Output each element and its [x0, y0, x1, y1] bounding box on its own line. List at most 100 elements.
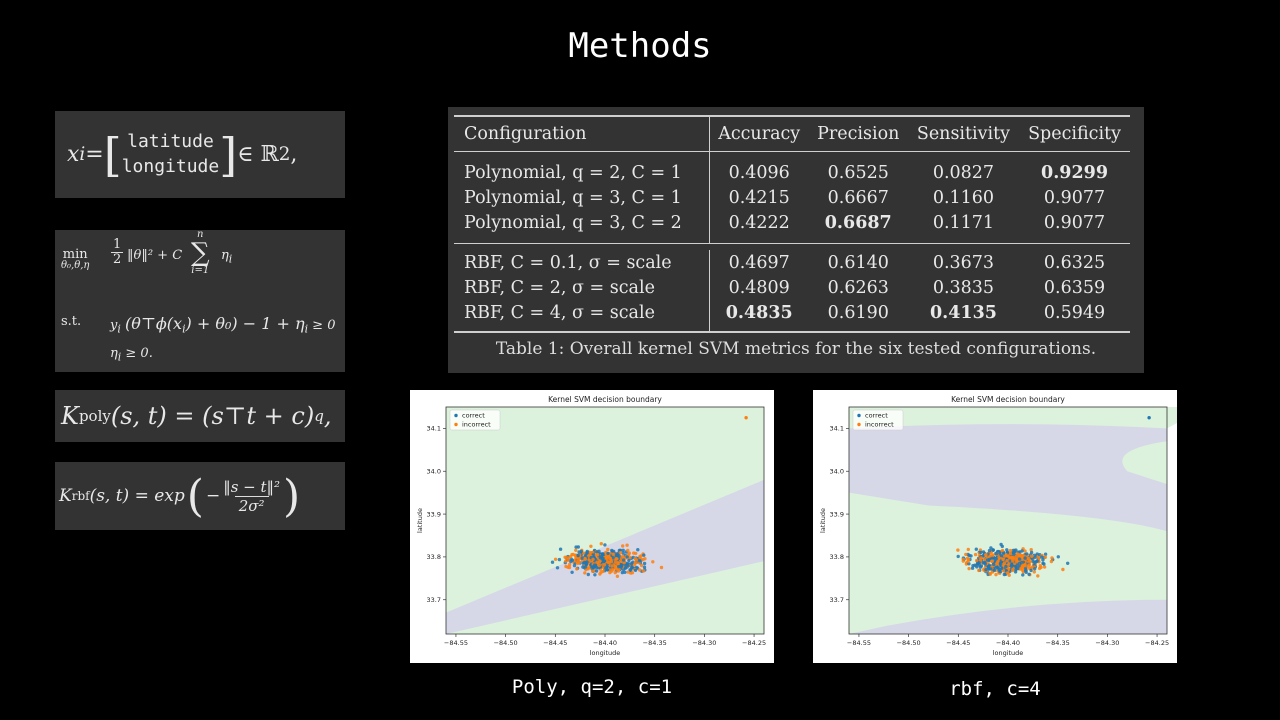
- left-bracket: [: [103, 127, 122, 182]
- correct-point: [1033, 567, 1037, 571]
- row-configuration: RBF, C = 0.1, σ = scale: [454, 250, 710, 275]
- incorrect-point: [616, 561, 620, 565]
- constraint2-tail: ≥ 0.: [121, 346, 153, 361]
- incorrect-point: [613, 570, 617, 575]
- row-metric-value: 0.4809: [728, 277, 790, 298]
- incorrect-point: [994, 572, 998, 577]
- correct-point: [997, 569, 1001, 573]
- legend-incorrect: incorrect: [462, 421, 491, 429]
- row-metric-value: 0.4697: [728, 252, 790, 273]
- correct-point: [1033, 555, 1037, 559]
- incorrect-point: [1043, 555, 1048, 559]
- row-metric-value: 0.4135: [908, 300, 1019, 325]
- incorrect-point: [964, 552, 968, 557]
- correct-point: [1025, 552, 1029, 556]
- correct-point: [620, 570, 625, 575]
- eq-dimension: 2: [278, 144, 291, 165]
- constraint-body: (θ⊤ϕ(x: [124, 314, 183, 333]
- metrics-table: Configuration Accuracy Precision Sensiti…: [454, 115, 1130, 333]
- row-metric-value: 0.6140: [827, 252, 889, 273]
- incorrect-point: [1001, 557, 1005, 562]
- correct-point: [1021, 573, 1025, 577]
- correct-point: [981, 550, 986, 554]
- constraint-body-3: ≥ 0: [308, 318, 336, 333]
- row-configuration: Polynomial, q = 2, C = 1: [454, 160, 710, 185]
- correct-point: [642, 553, 646, 557]
- correct-point: [1035, 559, 1039, 563]
- header-configuration: Configuration: [454, 115, 710, 152]
- row-metric-value: 0.4835: [709, 300, 808, 325]
- eq-subscript: i: [79, 144, 86, 165]
- best-value: 0.9299: [1041, 162, 1109, 183]
- correct-point: [572, 563, 577, 568]
- poly-body: (s, t) = (s⊤t + c): [110, 402, 315, 430]
- correct-point: [642, 561, 647, 566]
- correct-point: [576, 553, 580, 558]
- row-metric-value: 0.4222: [728, 212, 790, 233]
- min-operator: min: [62, 247, 88, 262]
- correct-point: [979, 564, 984, 568]
- incorrect-point: [597, 560, 602, 564]
- incorrect-point: [598, 572, 602, 576]
- correct-point: [998, 562, 1003, 566]
- correct-point: [619, 565, 623, 569]
- table-header-row: Configuration Accuracy Precision Sensiti…: [454, 115, 1130, 152]
- correct-point: [1014, 548, 1018, 552]
- left-paren: (: [186, 470, 204, 522]
- x-tick-label: −84.40: [593, 639, 617, 647]
- correct-point: [956, 554, 960, 559]
- incorrect-point: [608, 556, 612, 560]
- incorrect-point: [575, 560, 579, 564]
- legend-correct: correct: [462, 412, 485, 420]
- table-row: Polynomial, q = 2, C = 1 0.4096 0.6525 0.08…: [454, 160, 1130, 185]
- incorrect-point: [1006, 555, 1011, 559]
- correct-point: [581, 565, 585, 569]
- outlier-point: [1147, 416, 1151, 420]
- x-tick-label: −84.40: [996, 639, 1020, 647]
- correct-point: [558, 547, 563, 551]
- legend-marker-incorrect: [857, 422, 861, 427]
- incorrect-point: [626, 548, 630, 553]
- incorrect-point: [638, 568, 642, 572]
- correct-point: [621, 548, 625, 552]
- right-bracket: ]: [219, 127, 238, 182]
- table-caption: Table 1: Overall kernel SVM metrics for …: [495, 339, 1097, 359]
- feature-latitude: latitude: [127, 131, 214, 153]
- x-axis-label: longitude: [993, 649, 1024, 657]
- header-sensitivity: Sensitivity: [907, 115, 1020, 152]
- correct-point: [629, 562, 634, 566]
- incorrect-point: [995, 561, 999, 565]
- x-tick-label: −84.45: [543, 639, 567, 647]
- incorrect-point: [564, 564, 568, 569]
- rbf-fraction: ‖s − t‖² 2σ²: [223, 478, 280, 515]
- correct-point: [979, 550, 983, 555]
- decision-region-alt: [849, 407, 1177, 429]
- x-tick-label: −84.55: [444, 639, 468, 647]
- incorrect-point: [1014, 554, 1019, 559]
- incorrect-point: [583, 557, 587, 561]
- incorrect-point: [1000, 548, 1005, 553]
- svm-objective-equation: min θ₀,θ,η 1 2 ‖θ‖² + C n ∑ i=1 ηi s.t. …: [55, 230, 345, 372]
- incorrect-point: [1008, 552, 1013, 556]
- incorrect-point: [628, 555, 632, 560]
- incorrect-point: [1042, 565, 1047, 569]
- eq-real-space: ∈ ℝ: [237, 142, 279, 167]
- incorrect-point: [638, 554, 642, 559]
- correct-point: [616, 565, 621, 569]
- constraint-y-sub: i: [117, 322, 121, 336]
- correct-point: [636, 548, 640, 552]
- correct-point: [977, 561, 981, 565]
- correct-point: [585, 560, 589, 564]
- correct-point: [987, 548, 992, 553]
- correct-point: [1066, 561, 1070, 565]
- incorrect-point: [608, 570, 612, 575]
- incorrect-point: [583, 571, 587, 575]
- feature-stack: latitude longitude: [122, 130, 220, 179]
- x-tick-label: −84.35: [643, 639, 667, 647]
- poly-plot-caption: Poly, q=2, c=1: [511, 676, 673, 698]
- eta-subscript: i: [228, 252, 233, 266]
- incorrect-point: [1005, 559, 1009, 563]
- x-tick-label: −84.50: [494, 639, 518, 647]
- correct-point: [1023, 556, 1027, 560]
